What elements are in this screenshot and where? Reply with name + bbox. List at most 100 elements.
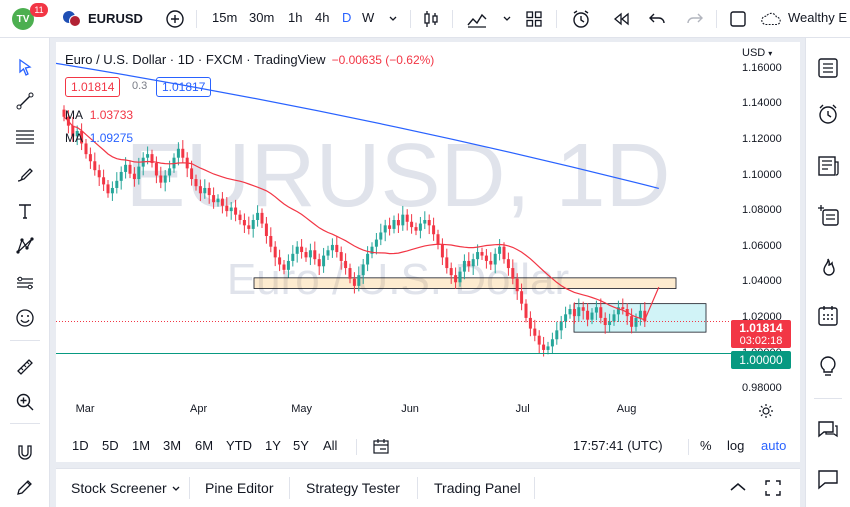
candle-body	[225, 205, 229, 212]
range-5y[interactable]: 5Y	[293, 438, 309, 453]
watchlist-icon[interactable]	[816, 56, 840, 80]
horizontal-lines-icon[interactable]	[14, 126, 36, 148]
candle-body	[190, 168, 194, 180]
range-6m[interactable]: 6M	[195, 438, 214, 453]
range-3m[interactable]: 3M	[163, 438, 182, 453]
eurusd-flag-icon	[63, 11, 81, 27]
cursor-icon[interactable]	[14, 56, 36, 78]
candle-body	[335, 244, 339, 253]
candle-body	[269, 236, 273, 247]
chart-settings-gear-icon[interactable]	[758, 403, 774, 419]
layout-name[interactable]: Wealthy E	[788, 10, 848, 25]
ma-slow-legend[interactable]: MA 1.09275	[65, 131, 133, 145]
candle-body	[418, 223, 422, 231]
range-all[interactable]: All	[323, 438, 338, 453]
candle-body	[154, 163, 158, 176]
percent-scale-toggle[interactable]: %	[700, 438, 712, 453]
prediction-tool-icon[interactable]	[14, 272, 36, 294]
indicators-icon[interactable]	[466, 8, 488, 30]
compare-add-icon[interactable]	[164, 8, 186, 30]
tab-pine-editor[interactable]: Pine Editor	[205, 480, 274, 496]
alert-clock-icon[interactable]	[570, 8, 592, 30]
interval-w[interactable]: W	[362, 10, 375, 25]
screener-list-icon[interactable]	[816, 204, 840, 228]
candle-body	[273, 246, 277, 258]
app-logo[interactable]: TV	[12, 8, 34, 30]
undo-icon[interactable]	[646, 8, 668, 30]
chats-icon[interactable]	[816, 418, 840, 442]
chart-pane[interactable]: EURUSD, 1D Euro / U.S. Dollar Euro / U.S…	[56, 42, 800, 462]
chevron-down-icon[interactable]	[171, 481, 181, 497]
candle-body	[146, 154, 150, 158]
tab-trading-panel[interactable]: Trading Panel	[434, 480, 521, 496]
sell-price-button[interactable]: 1.01814	[65, 77, 121, 97]
time-tick-label: Apr	[190, 403, 208, 415]
ma-fast-legend[interactable]: MA 1.03733	[65, 108, 133, 122]
calendar-icon[interactable]	[816, 304, 840, 328]
chevron-down-icon[interactable]	[382, 8, 404, 30]
goto-date-icon[interactable]	[372, 437, 390, 455]
candle-body	[581, 307, 585, 311]
candle-body	[322, 255, 326, 267]
bottom-panel-tabs: Stock Screener Pine Editor Strategy Test…	[56, 468, 800, 507]
price-tick-label: 1.14000	[742, 97, 782, 110]
range-1m[interactable]: 1M	[132, 438, 151, 453]
tab-strategy-tester[interactable]: Strategy Tester	[306, 480, 400, 496]
axis-currency[interactable]: USD ▾	[742, 47, 772, 59]
fullscreen-square-icon[interactable]	[727, 8, 749, 30]
interval-4h[interactable]: 4h	[315, 10, 330, 25]
lock-drawing-icon[interactable]	[14, 476, 36, 498]
brush-icon[interactable]	[14, 164, 36, 186]
news-icon[interactable]	[816, 154, 840, 178]
range-ytd[interactable]: YTD	[226, 438, 252, 453]
candle-body	[216, 198, 220, 203]
candle-body	[317, 259, 321, 267]
redo-icon[interactable]	[684, 8, 706, 30]
tab-stock-screener[interactable]: Stock Screener	[71, 480, 167, 496]
replay-icon[interactable]	[610, 8, 632, 30]
notification-badge[interactable]: 11	[30, 3, 48, 17]
buy-price-button[interactable]: 1.01817	[156, 77, 212, 97]
candle-body	[71, 125, 75, 137]
interval-15m[interactable]: 15m	[212, 10, 238, 25]
interval-30m[interactable]: 30m	[249, 10, 275, 25]
range-1d[interactable]: 1D	[72, 438, 89, 453]
chevron-down-icon[interactable]	[496, 8, 518, 30]
utc-clock[interactable]: 17:57:41 (UTC)	[573, 438, 663, 453]
candle-body	[449, 268, 453, 276]
interval-d[interactable]: D	[342, 10, 352, 25]
trend-line-icon[interactable]	[14, 90, 36, 112]
zoom-in-icon[interactable]	[14, 391, 36, 413]
candle-body	[520, 291, 524, 304]
emoji-icon[interactable]	[14, 307, 36, 329]
candles-chart-type-icon[interactable]	[420, 8, 442, 30]
messages-icon[interactable]	[816, 467, 840, 491]
templates-grid-icon[interactable]	[523, 8, 545, 30]
chevron-up-icon[interactable]	[728, 479, 748, 498]
range-5d[interactable]: 5D	[102, 438, 119, 453]
auto-scale-toggle[interactable]: auto	[761, 438, 787, 453]
candle-body	[137, 166, 141, 180]
cloud-save-icon[interactable]	[760, 8, 782, 30]
drawing-toolbar	[0, 38, 50, 507]
text-tool-icon[interactable]	[14, 200, 36, 222]
ruler-icon[interactable]	[14, 356, 36, 378]
candle-body	[493, 253, 497, 265]
candle-body	[414, 227, 418, 231]
log-scale-toggle[interactable]: log	[727, 438, 745, 453]
magnet-icon[interactable]	[14, 441, 36, 463]
interval-1h[interactable]: 1h	[288, 10, 303, 25]
symbol-search[interactable]: EURUSD	[88, 11, 143, 26]
candle-body	[150, 154, 154, 164]
pattern-tool-icon[interactable]	[14, 235, 36, 257]
candle-body	[559, 321, 563, 331]
maximize-panel-icon[interactable]	[764, 479, 782, 500]
range-1y[interactable]: 1Y	[265, 438, 281, 453]
candle-body	[102, 177, 106, 185]
hotlists-fire-icon[interactable]	[816, 256, 840, 280]
candle-body	[528, 317, 532, 329]
ideas-lightbulb-icon[interactable]	[816, 354, 840, 378]
price-tick-label: 1.02000	[742, 310, 782, 323]
alerts-clock-icon[interactable]	[816, 102, 840, 126]
candle-body	[278, 257, 282, 265]
